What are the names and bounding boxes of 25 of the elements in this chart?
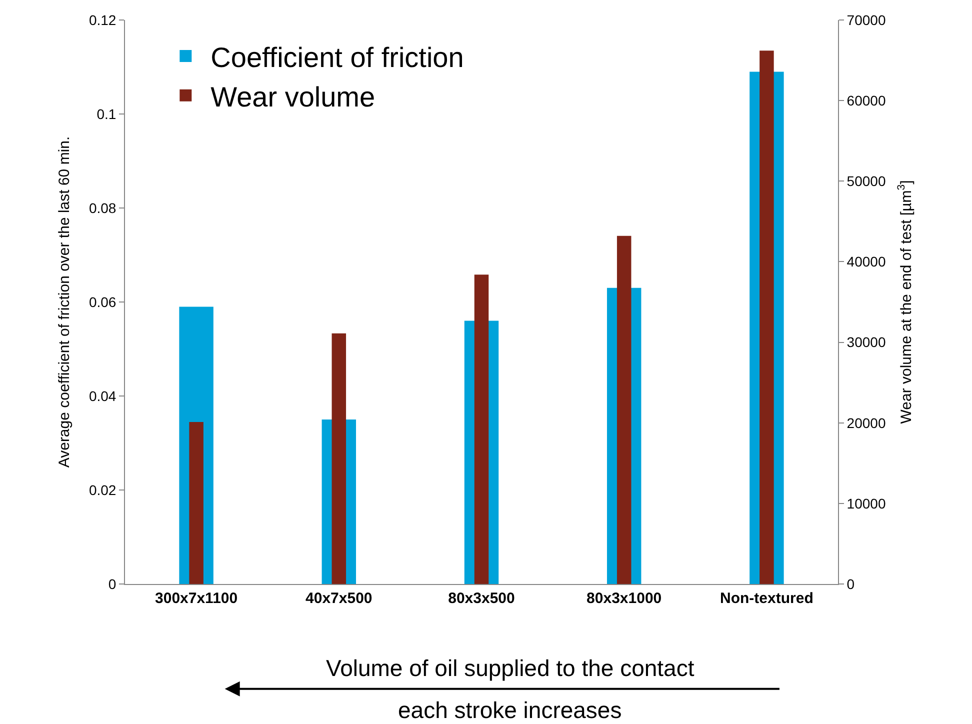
y-tick-label: 0.06 [88, 294, 116, 310]
y2-tick-label: 20000 [846, 414, 886, 431]
y-tick-label: 0.08 [88, 200, 116, 216]
bar [189, 422, 204, 584]
x-tick-label: 80x3x1000 [586, 590, 662, 607]
y-tick-label: 0.02 [88, 482, 116, 498]
x-tick-label: 80x3x500 [448, 590, 515, 607]
y2-tick-label: 0 [846, 576, 855, 592]
x-tick-label: 300x7x1100 [154, 590, 238, 607]
x-tick-label: 40x7x500 [306, 590, 372, 607]
y-tick-label: 0.04 [88, 388, 116, 404]
y-tick-label: 0.1 [96, 106, 116, 122]
y-tick-label: 0 [108, 576, 116, 592]
y-tick-label: 0.12 [88, 12, 116, 28]
y2-tick-label: 40000 [846, 254, 886, 270]
y-axis-title: Average coefficient of friction over the last 60 min. [56, 136, 74, 468]
legend-label: Coefficient of friction [210, 42, 464, 73]
x-tick-label: Non-textured [720, 590, 814, 607]
y2-tick-label: 30000 [846, 334, 886, 350]
text: Volume of oil supplied to the contact each stroke increases [326, 655, 695, 723]
y2-tick-label: 70000 [846, 12, 886, 28]
y2-tick-label: 10000 [846, 495, 886, 512]
y2-tick-label: 50000 [846, 173, 886, 190]
y2-tick-label: 60000 [846, 92, 886, 108]
legend-label: Wear volume [210, 81, 376, 112]
